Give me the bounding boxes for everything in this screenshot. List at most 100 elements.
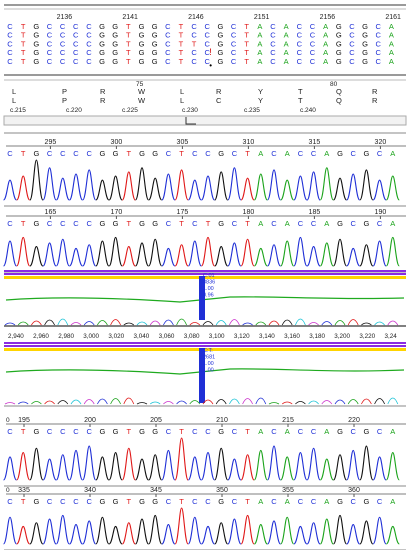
horizontal-scrollbar[interactable] xyxy=(3,115,407,126)
amino-acid: R xyxy=(100,87,106,96)
called-base: T xyxy=(21,497,26,506)
called-base: C xyxy=(47,427,53,436)
trace-peak xyxy=(280,179,295,201)
trace-peak xyxy=(280,456,295,481)
noise-peak xyxy=(268,320,280,326)
peak-annotation: 1.00 xyxy=(203,361,214,367)
alignment-base: C xyxy=(297,22,303,31)
alignment-base: G xyxy=(33,22,39,31)
trace-position-label: 175 xyxy=(177,209,189,216)
called-base: A xyxy=(258,149,263,158)
trace-peak xyxy=(42,167,57,201)
trace-peak xyxy=(68,449,84,481)
alignment-base: C xyxy=(165,48,171,57)
alignment-base: C xyxy=(310,31,316,40)
noise-peak xyxy=(176,400,187,405)
trace-peak xyxy=(68,173,84,201)
called-base: C xyxy=(60,497,66,506)
trace-peak xyxy=(121,447,136,481)
trace-position-label: 300 xyxy=(111,139,123,146)
called-base: C xyxy=(377,149,383,158)
noise-peak xyxy=(242,398,253,405)
trace-peak xyxy=(319,167,334,201)
called-base: C xyxy=(7,149,13,158)
trace-peak xyxy=(2,179,18,201)
trace-peak xyxy=(121,522,136,545)
alignment-base: C xyxy=(270,57,276,66)
alignment-base: C xyxy=(205,31,211,40)
called-base: C xyxy=(205,427,211,436)
alignment-base: C xyxy=(7,31,13,40)
alignment-base: C xyxy=(47,48,53,57)
alignment-base: C xyxy=(270,31,276,40)
position-label: 2146 xyxy=(188,14,204,21)
trace-peak xyxy=(359,520,374,545)
trace-peak xyxy=(55,238,70,267)
trace-peak xyxy=(253,449,268,481)
alignment-base: G xyxy=(152,39,158,48)
alignment-base: C xyxy=(73,57,79,66)
axis-tick-label: 3,160 xyxy=(284,333,300,340)
noise-peak xyxy=(83,321,95,326)
peak-annotation: 2681 xyxy=(203,355,215,361)
trace-peak xyxy=(134,518,150,545)
trace-origin-label: 0 xyxy=(6,417,10,424)
trace-peak xyxy=(108,175,123,201)
purple-band xyxy=(4,345,406,347)
called-base: T xyxy=(127,149,132,158)
alignment-base: A xyxy=(257,31,262,40)
called-base: C xyxy=(298,149,304,158)
noise-peak xyxy=(70,322,82,326)
alignment-base: T xyxy=(244,57,249,66)
alignment-base: C xyxy=(165,57,171,66)
protein-divider xyxy=(4,74,406,76)
trace-peak xyxy=(346,524,361,545)
called-base: T xyxy=(127,427,132,436)
alignment-base: C xyxy=(297,39,303,48)
trace-peak xyxy=(161,449,176,481)
noise-peak xyxy=(17,321,29,326)
noise-peak xyxy=(44,400,55,405)
trace-peak xyxy=(134,167,150,201)
amino-acid: L xyxy=(180,87,184,96)
alignment-base: C xyxy=(270,22,276,31)
called-base: A xyxy=(285,219,290,228)
noise-peak xyxy=(4,402,16,405)
noise-peak xyxy=(163,401,174,405)
called-base: G xyxy=(363,219,369,228)
protein-panel: 75 80 L P R W L R Y T Q R L P R W L C Y T Q Rc.215 c.220 c.225 c… xyxy=(3,74,407,134)
trace-position-label: 295 xyxy=(45,139,57,146)
noise-peak xyxy=(321,321,333,326)
alignment-base: G xyxy=(217,31,223,40)
called-base: C xyxy=(350,149,356,158)
trace-position-label: 350 xyxy=(216,487,228,494)
amino-acid: W xyxy=(138,87,146,96)
called-base: C xyxy=(298,219,304,228)
amino-acid: Y xyxy=(258,87,263,96)
noise-peak xyxy=(387,397,399,405)
alignment-base: T xyxy=(179,39,184,48)
called-base: C xyxy=(60,219,66,228)
trace-peak xyxy=(174,507,189,545)
trace-peak xyxy=(69,247,83,267)
alignment-base: C xyxy=(270,39,276,48)
noise-peak xyxy=(347,399,359,405)
position-label: 2141 xyxy=(122,14,138,21)
trace-peak xyxy=(16,452,31,481)
noise-peak xyxy=(83,399,95,405)
trace-peak xyxy=(293,236,308,267)
trace-position-label: 215 xyxy=(282,417,294,424)
scroll-thumb-icon[interactable] xyxy=(185,117,196,125)
trace-peak xyxy=(16,525,30,545)
alignment-base: C xyxy=(310,57,316,66)
called-base: G xyxy=(363,149,369,158)
trace-position-label: 355 xyxy=(282,487,294,494)
alignment-base: C xyxy=(231,48,237,57)
trace-peak xyxy=(42,458,57,481)
alignment-base: C xyxy=(191,57,197,66)
trace-peak xyxy=(29,522,44,545)
called-base: T xyxy=(21,427,26,436)
trace-peak xyxy=(266,445,282,481)
noise-peak xyxy=(110,398,121,405)
